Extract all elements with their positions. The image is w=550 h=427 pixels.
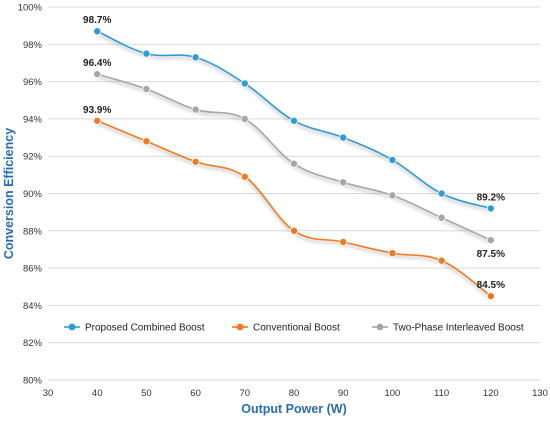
legend-swatch-marker (68, 323, 76, 331)
series-proposed-combined-boost (93, 27, 495, 213)
y-tick-label: 98% (23, 40, 43, 51)
data-point (142, 137, 151, 146)
data-point (240, 79, 249, 88)
data-label-layer: 98.7% 93.9% 96.4% 89.2% 87.5% 84.5% (83, 15, 505, 291)
x-tick-label: 120 (483, 388, 499, 399)
data-point (339, 178, 348, 187)
legend-label: Conventional Boost (253, 323, 340, 334)
data-point (437, 189, 446, 198)
data-label: 96.4% (83, 58, 111, 69)
y-tick-label: 92% (23, 152, 43, 163)
data-point (289, 116, 298, 125)
x-tick-label: 110 (434, 388, 449, 399)
x-tick-label: 130 (532, 388, 548, 399)
x-tick-label: 100 (384, 388, 400, 399)
y-tick-label: 96% (23, 77, 43, 88)
data-point (142, 85, 151, 94)
y-tick-label: 90% (23, 189, 43, 200)
y-tick-label: 88% (23, 226, 43, 237)
data-point (388, 155, 397, 164)
x-tick-label: 30 (43, 388, 54, 399)
data-point (240, 114, 249, 123)
data-point (437, 256, 446, 265)
y-tick-label: 80% (23, 376, 43, 387)
y-tick-label: 82% (23, 338, 43, 349)
data-point (486, 292, 495, 301)
data-point (142, 49, 151, 58)
x-tick-label: 40 (92, 388, 103, 399)
grid-layer: 80% 82% 84% 86% 88% 90% 92% 94% 96% 98% 100% 30 40 50… (18, 3, 548, 400)
series-line (96, 73, 492, 241)
y-tick-label: 94% (23, 114, 43, 125)
x-tick-label: 90 (338, 388, 349, 399)
legend: Proposed Combined Boost Conventional Boos… (64, 323, 524, 334)
data-point (339, 237, 348, 246)
legend-item-two-phase-interleaved-boost: Two-Phase Interleaved Boost (372, 323, 524, 334)
data-point (339, 133, 348, 142)
y-axis-title: Conversion Efficiency (2, 128, 16, 259)
data-label: 84.5% (477, 280, 505, 291)
series-two-phase-interleaved-boost (93, 70, 495, 245)
series-layer (93, 27, 495, 301)
legend-item-proposed-combined-boost: Proposed Combined Boost (64, 323, 205, 334)
data-label: 89.2% (477, 192, 505, 203)
data-point (437, 213, 446, 222)
legend-label: Proposed Combined Boost (85, 323, 205, 334)
data-point (486, 204, 495, 213)
data-point (93, 70, 102, 79)
data-point (289, 226, 298, 235)
data-point (191, 53, 200, 62)
x-tick-label: 80 (289, 388, 300, 399)
x-axis-title: Output Power (W) (241, 402, 347, 416)
data-point (93, 116, 102, 125)
data-point (191, 105, 200, 114)
legend-swatch-marker (236, 323, 244, 331)
series-conventional-boost (93, 116, 495, 301)
data-point (486, 236, 495, 245)
data-point (240, 172, 249, 181)
legend-label: Two-Phase Interleaved Boost (393, 323, 524, 334)
y-tick-label: 86% (23, 264, 43, 275)
data-point (388, 249, 397, 258)
data-point (93, 27, 102, 36)
data-label: 93.9% (83, 105, 111, 116)
series-line (96, 120, 492, 297)
y-tick-label: 84% (23, 301, 43, 312)
data-point (191, 157, 200, 166)
data-label: 98.7% (83, 15, 111, 26)
x-tick-label: 60 (190, 388, 201, 399)
data-point (289, 159, 298, 168)
y-tick-label: 100% (18, 3, 43, 14)
x-tick-label: 70 (240, 388, 251, 399)
legend-swatch-marker (376, 323, 384, 331)
data-point (388, 191, 397, 200)
x-tick-label: 50 (141, 388, 152, 399)
data-label: 87.5% (477, 249, 505, 260)
legend-item-conventional-boost: Conventional Boost (232, 323, 340, 334)
